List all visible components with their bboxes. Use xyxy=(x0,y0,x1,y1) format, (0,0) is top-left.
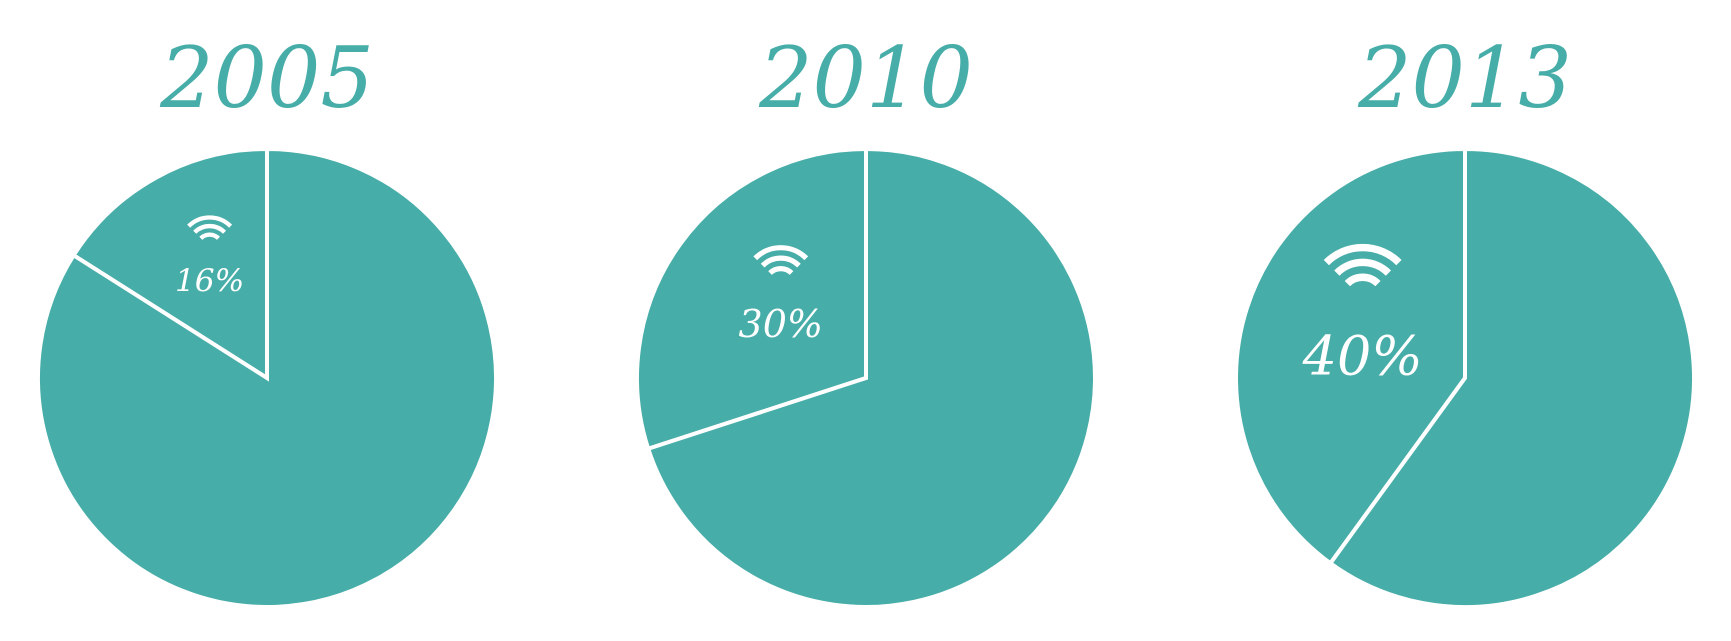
wifi-arc xyxy=(199,232,220,240)
wifi-arc xyxy=(187,215,233,228)
wifi-arc xyxy=(768,265,794,276)
slice-label: 40% xyxy=(1302,324,1423,387)
wifi-arc xyxy=(1334,258,1392,276)
wifi-arc xyxy=(193,224,227,234)
pie-slice xyxy=(36,146,498,609)
wifi-arc xyxy=(760,255,801,268)
chart-title: 2005 xyxy=(159,29,374,127)
wifi-arc xyxy=(1323,243,1402,266)
slice-label: 16% xyxy=(175,263,244,299)
pie-slice xyxy=(1327,146,1696,609)
wifi-arc xyxy=(1344,273,1381,287)
wifi-arc xyxy=(753,245,809,261)
pie-slice xyxy=(70,146,269,382)
pie-slice xyxy=(635,146,868,452)
wifi-icon xyxy=(753,245,809,276)
wifi-icon xyxy=(1323,243,1402,287)
chart-title: 2013 xyxy=(1357,29,1572,127)
pie-slice xyxy=(645,146,1097,609)
pie-chart-2013: 2013 40% xyxy=(1234,29,1696,609)
pie-chart-2010: 2010 30% xyxy=(635,29,1097,609)
chart-title: 2010 xyxy=(758,29,973,127)
pie-chart-2005: 2005 16% xyxy=(36,29,498,609)
pie-slice xyxy=(1234,146,1467,567)
slice-label: 30% xyxy=(739,302,823,346)
wifi-icon xyxy=(187,215,233,240)
